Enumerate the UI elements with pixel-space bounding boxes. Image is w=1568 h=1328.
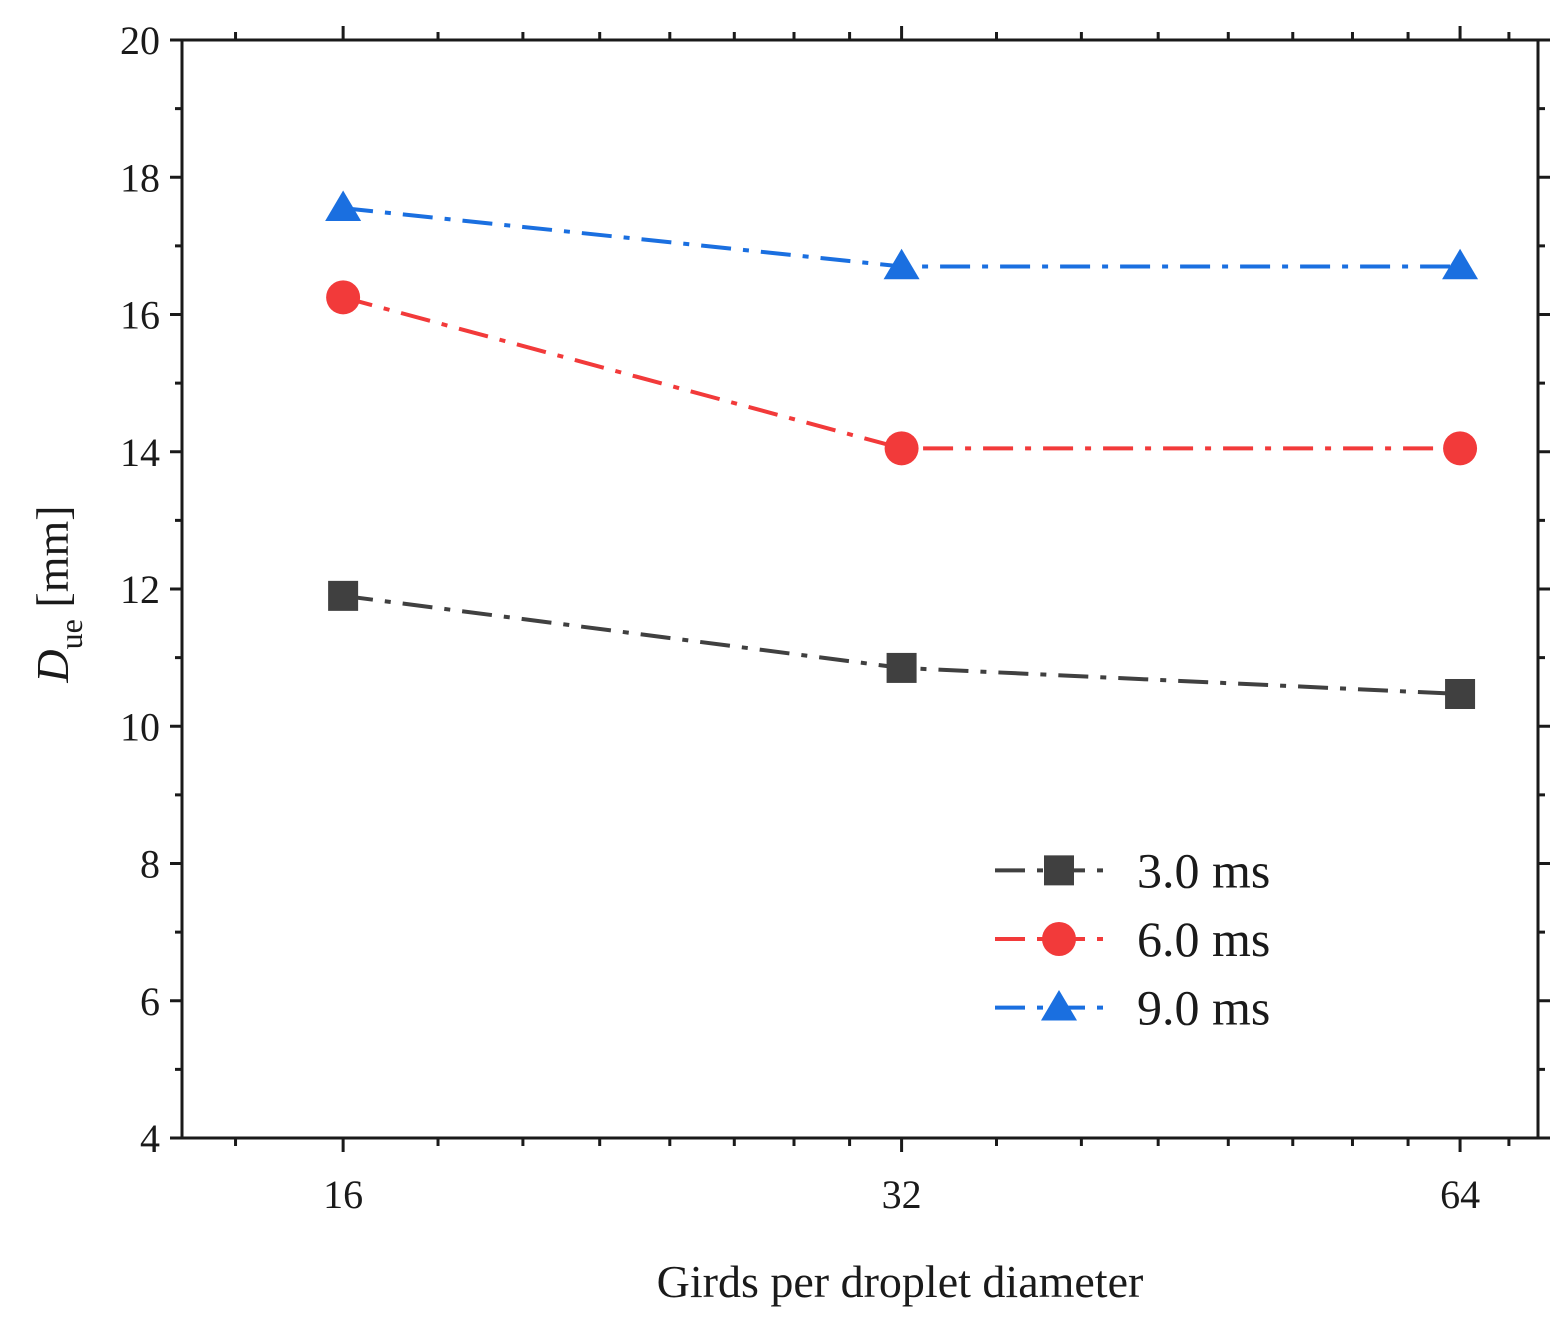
legend-marker [1042, 921, 1076, 956]
data-point [1442, 248, 1479, 280]
legend-label: 3.0 ms [1137, 842, 1270, 898]
y-tick-label: 14 [120, 430, 160, 475]
x-tick-label: 32 [882, 1172, 922, 1217]
legend: 3.0 ms 6.0 ms 9.0 ms [995, 842, 1270, 1036]
y-tick-label: 16 [120, 293, 160, 338]
x-tick-label: 16 [323, 1172, 363, 1217]
legend-marker [1044, 855, 1074, 886]
legend-marker [1041, 989, 1077, 1021]
data-point [883, 248, 920, 280]
data-point [326, 280, 361, 315]
y-axis-title-subscript: ue [53, 619, 89, 649]
y-axis-title: Due [mm] [27, 505, 89, 683]
y-tick-label: 10 [120, 704, 160, 749]
axes: 4 6 8 10 12 14 16 18 20 16 32 64 [120, 18, 1550, 1217]
plot-frame [180, 38, 1540, 1140]
y-axis-title-unit: [mm] [27, 505, 78, 619]
y-axis-title-symbol: D [27, 649, 78, 683]
data-point [328, 580, 359, 611]
data-point [1445, 678, 1476, 709]
y-tick-label: 4 [140, 1116, 160, 1161]
legend-label: 6.0 ms [1137, 911, 1270, 967]
y-tick-label: 12 [120, 567, 160, 612]
legend-label: 9.0 ms [1137, 980, 1270, 1036]
data-point [325, 190, 362, 221]
data-point [886, 652, 917, 683]
data-point [884, 431, 919, 466]
x-axis-title: Girds per droplet diameter [657, 1256, 1144, 1307]
y-tick-label: 18 [120, 155, 160, 200]
data-point [1443, 431, 1478, 466]
y-tick-label: 8 [140, 842, 160, 887]
series-layer [325, 190, 1479, 709]
y-tick-label: 20 [120, 18, 160, 63]
y-tick-label: 6 [140, 979, 160, 1024]
series-line-1 [342, 295, 1461, 451]
x-tick-label: 64 [1440, 1172, 1480, 1217]
